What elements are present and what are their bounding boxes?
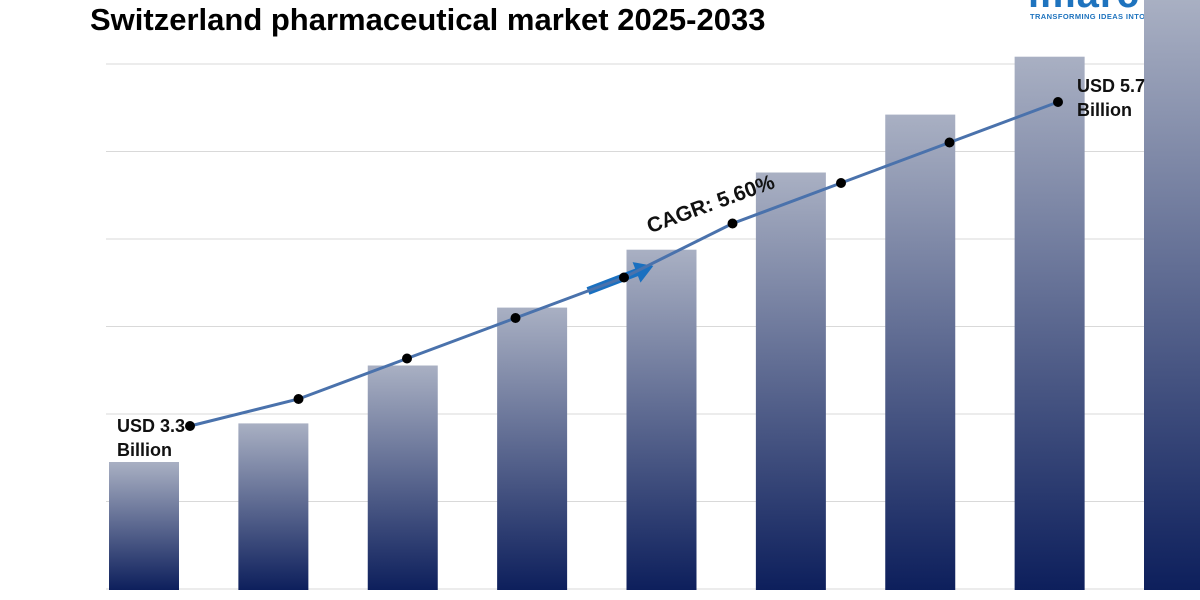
- bar-2026: [238, 423, 309, 590]
- page-title: Switzerland pharmaceutical market 2025-2…: [90, 2, 766, 37]
- start-value-line1: USD 3.3: [117, 416, 186, 436]
- imarc-logo: imarc TRANSFORMING IDEAS INTO IMPACT: [1020, 0, 1200, 38]
- trend-point-2028: [510, 313, 521, 323]
- logo-tagline: TRANSFORMING IDEAS INTO IMPACT: [1030, 12, 1179, 21]
- bar-2027: [367, 365, 438, 590]
- trend-point-2025: [185, 421, 195, 431]
- bar-2032: [1014, 56, 1085, 590]
- trend-point-2032: [944, 137, 955, 148]
- bar-2031: [885, 114, 956, 590]
- bar-2033: [1144, 0, 1200, 591]
- bars: [109, 0, 1200, 591]
- bar-2030: [755, 172, 826, 590]
- end-value-label: USD 5.7 Billion: [1077, 74, 1145, 122]
- bar-2025: [109, 462, 179, 590]
- end-value-line2: Billion: [1077, 100, 1132, 120]
- trend-point-2033: [1053, 97, 1063, 107]
- bar-2028: [497, 307, 568, 590]
- end-value-line1: USD 5.7: [1077, 76, 1146, 96]
- bar-2029: [626, 249, 697, 590]
- trend-point-2026: [293, 394, 304, 404]
- logo-wordmark: imarc: [1028, 0, 1140, 14]
- trend-point-2031: [836, 178, 846, 188]
- trend-point-2029: [619, 272, 629, 283]
- trend-line: [185, 97, 1063, 431]
- trend-point-2030: [727, 218, 738, 229]
- trend-point-2027: [402, 353, 412, 364]
- start-value-label: USD 3.3 Billion: [117, 414, 185, 462]
- start-value-line2: Billion: [117, 440, 172, 460]
